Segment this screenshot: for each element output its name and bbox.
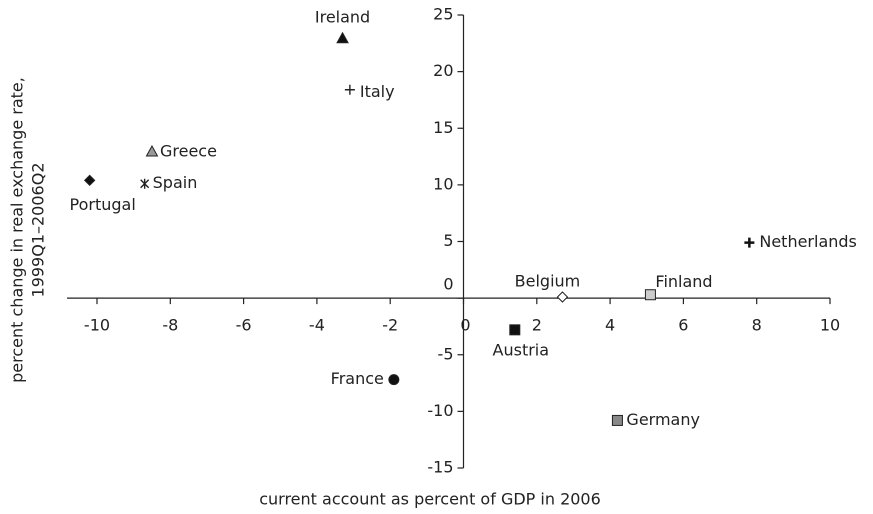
x-tick-label: 6 bbox=[678, 316, 688, 335]
x-tick-label: -6 bbox=[236, 316, 252, 335]
y-tick-label: -15 bbox=[427, 458, 453, 477]
point bbox=[336, 31, 349, 44]
point-label: Germany bbox=[626, 410, 700, 429]
y-tick-label: 25 bbox=[433, 5, 453, 24]
point bbox=[344, 84, 355, 95]
y-axis-label: percent change in real exchange rate, bbox=[8, 77, 27, 383]
point bbox=[83, 174, 96, 187]
point-label: Italy bbox=[360, 82, 395, 101]
point bbox=[145, 144, 159, 157]
point bbox=[644, 289, 656, 301]
point-label: Spain bbox=[153, 173, 198, 192]
x-tick-label: -4 bbox=[309, 316, 325, 335]
point-label: France bbox=[331, 369, 384, 388]
point-label: Netherlands bbox=[759, 232, 857, 251]
y-tick-label: 20 bbox=[433, 61, 453, 80]
point-label: Portugal bbox=[70, 195, 136, 214]
point-label: Greece bbox=[160, 142, 217, 161]
y-tick-label: -10 bbox=[427, 401, 453, 420]
x-tick-label: 2 bbox=[532, 316, 542, 335]
y-tick-label: 0 bbox=[443, 275, 453, 294]
x-tick-label: 4 bbox=[605, 316, 615, 335]
point-label: Belgium bbox=[515, 271, 581, 290]
point bbox=[556, 291, 569, 303]
y-tick-label: 15 bbox=[433, 118, 453, 137]
point-label: Finland bbox=[655, 272, 712, 291]
y-axis-label: 1999Q1–2006Q2 bbox=[29, 163, 48, 298]
x-tick-label: 0 bbox=[460, 316, 470, 335]
point bbox=[140, 178, 150, 189]
point bbox=[509, 324, 521, 336]
y-tick-label: 10 bbox=[433, 174, 453, 193]
x-tick-label: 10 bbox=[820, 316, 840, 335]
x-tick-label: -2 bbox=[382, 316, 398, 335]
point bbox=[388, 374, 400, 386]
y-tick-label: 5 bbox=[443, 231, 453, 250]
x-tick-label: -8 bbox=[162, 316, 178, 335]
point bbox=[744, 237, 755, 248]
point-label: Austria bbox=[493, 340, 550, 359]
x-axis-label: current account as percent of GDP in 200… bbox=[259, 490, 601, 509]
point-label: Ireland bbox=[315, 7, 370, 26]
point bbox=[611, 414, 623, 426]
x-tick-label: 8 bbox=[752, 316, 762, 335]
x-tick-label: -10 bbox=[84, 316, 110, 335]
y-tick-label: -5 bbox=[438, 344, 454, 363]
